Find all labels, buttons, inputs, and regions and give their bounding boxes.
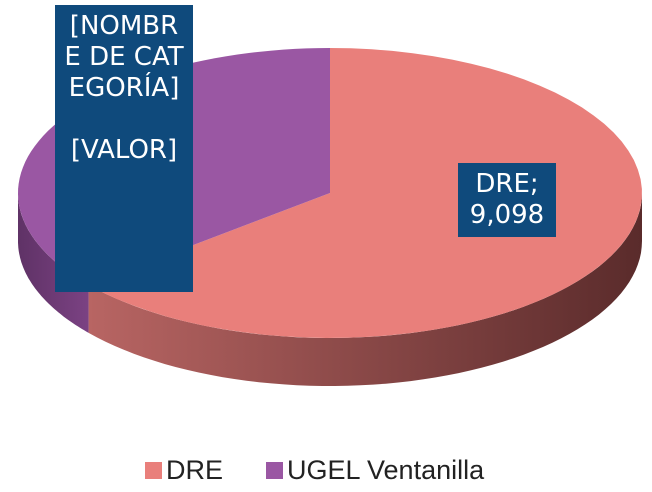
legend-item: UGEL Ventanilla bbox=[266, 455, 484, 486]
legend-text: UGEL Ventanilla bbox=[287, 455, 485, 485]
legend-swatch bbox=[145, 462, 162, 479]
data-label: DRE; 9,098 bbox=[458, 163, 556, 237]
legend-text: DRE bbox=[166, 455, 224, 485]
legend-swatch bbox=[266, 462, 283, 479]
pie-slice bbox=[88, 48, 642, 338]
data-label: [NOMBRE DE CATEGORÍA] [VALOR] bbox=[55, 5, 193, 292]
pie-side bbox=[88, 193, 643, 386]
pie-side bbox=[18, 193, 89, 333]
legend-item: DRE bbox=[145, 455, 223, 486]
